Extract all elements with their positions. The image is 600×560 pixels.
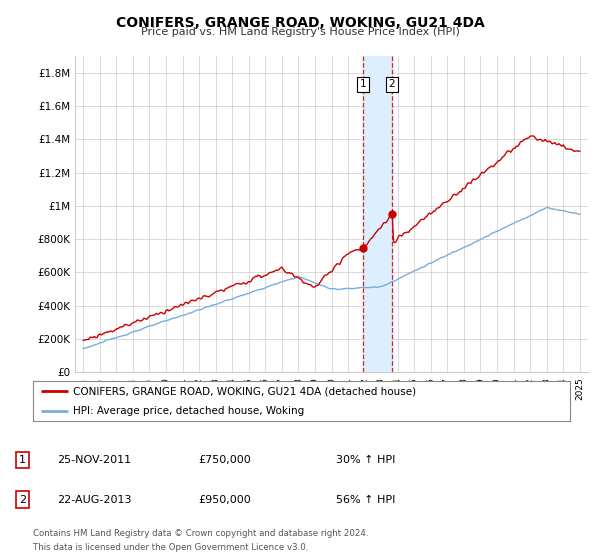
Text: HPI: Average price, detached house, Woking: HPI: Average price, detached house, Woki… bbox=[73, 405, 305, 416]
Text: £750,000: £750,000 bbox=[198, 455, 251, 465]
Text: CONIFERS, GRANGE ROAD, WOKING, GU21 4DA: CONIFERS, GRANGE ROAD, WOKING, GU21 4DA bbox=[116, 16, 484, 30]
Text: 1: 1 bbox=[19, 455, 26, 465]
Text: 25-NOV-2011: 25-NOV-2011 bbox=[57, 455, 131, 465]
Text: 1: 1 bbox=[359, 80, 366, 89]
Text: Contains HM Land Registry data © Crown copyright and database right 2024.: Contains HM Land Registry data © Crown c… bbox=[33, 529, 368, 538]
Text: 2: 2 bbox=[389, 80, 395, 89]
Text: £950,000: £950,000 bbox=[198, 494, 251, 505]
Text: Price paid vs. HM Land Registry's House Price Index (HPI): Price paid vs. HM Land Registry's House … bbox=[140, 27, 460, 37]
Text: 56% ↑ HPI: 56% ↑ HPI bbox=[336, 494, 395, 505]
Text: CONIFERS, GRANGE ROAD, WOKING, GU21 4DA (detached house): CONIFERS, GRANGE ROAD, WOKING, GU21 4DA … bbox=[73, 386, 416, 396]
Text: 22-AUG-2013: 22-AUG-2013 bbox=[57, 494, 131, 505]
Bar bbox=[363, 56, 392, 372]
Text: 2: 2 bbox=[19, 494, 26, 505]
Text: This data is licensed under the Open Government Licence v3.0.: This data is licensed under the Open Gov… bbox=[33, 543, 308, 552]
Text: 30% ↑ HPI: 30% ↑ HPI bbox=[336, 455, 395, 465]
